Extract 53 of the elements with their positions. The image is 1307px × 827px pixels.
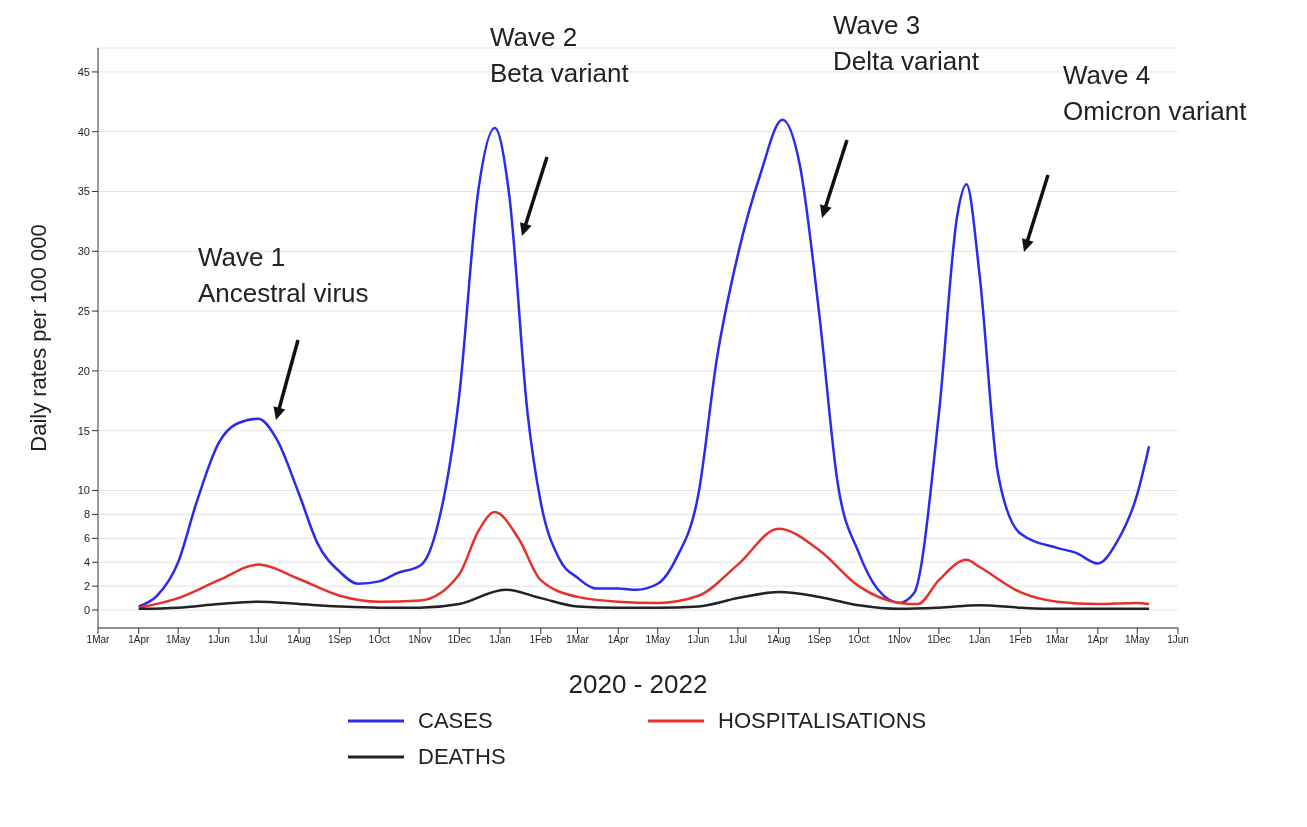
x-tick-label: 1Mar <box>1045 634 1070 646</box>
y-tick-label: 0 <box>83 603 90 616</box>
legend-label: HOSPITALISATIONS <box>718 708 927 734</box>
x-tick-label: 1Apr <box>128 634 150 646</box>
annotation: Wave 2 Beta variant <box>490 22 630 88</box>
annotation: Wave 1 Ancestral virus <box>198 242 369 308</box>
x-tick-label: 1Jun <box>1167 634 1189 646</box>
x-tick-label: 1Apr <box>1087 634 1110 646</box>
x-tick-label: 1May <box>165 634 191 646</box>
x-tick-label: 1Dec <box>447 634 471 646</box>
x-tick-label: 1Jun <box>687 634 710 646</box>
x-tick-label: 1Jun <box>208 634 230 646</box>
y-tick-label: 45 <box>77 65 90 78</box>
x-tick-label: 1Jul <box>249 634 268 646</box>
x-tick-label: 1Sep <box>328 634 352 646</box>
y-tick-label: 35 <box>77 185 90 198</box>
y-tick-label: 8 <box>83 508 90 521</box>
x-tick-label: 1Nov <box>408 634 432 646</box>
x-tick-label: 1Jan <box>489 634 511 646</box>
y-tick-label: 6 <box>83 532 90 545</box>
legend-label: DEATHS <box>418 744 506 770</box>
x-tick-label: 1May <box>1125 634 1150 646</box>
annotation: Wave 4 Omicron variant <box>1063 60 1248 126</box>
legend-label: CASES <box>418 708 493 734</box>
line-series <box>137 118 1151 608</box>
y-tick-label: 40 <box>77 125 90 138</box>
x-tick-label: 1Nov <box>887 634 912 646</box>
y-tick-label: 2 <box>83 580 90 593</box>
x-tick-label: 1Feb <box>1008 634 1033 646</box>
x-tick-label: 1May <box>645 634 670 646</box>
line-series <box>137 510 1151 609</box>
x-tick-label: 1Feb <box>529 634 553 646</box>
x-tick-label: 1Dec <box>927 634 951 646</box>
y-tick-label: 20 <box>77 364 90 377</box>
x-tick-label: 1Aug <box>287 634 311 646</box>
x-tick-label: 1Mar <box>86 634 111 646</box>
x-tick-label: 1Mar <box>566 634 590 646</box>
y-tick-label: 30 <box>77 245 90 258</box>
annotation: Wave 3 Delta variant <box>833 10 980 76</box>
y-tick-label: 4 <box>83 556 90 569</box>
y-axis-title: Daily rates per 100 000 <box>25 224 51 452</box>
x-tick-label: 1Oct <box>368 634 390 646</box>
y-tick-label: 25 <box>77 305 90 317</box>
line-series <box>137 588 1151 611</box>
x-tick-label: 1Jul <box>728 634 748 646</box>
x-tick-label: 1Jan <box>968 634 991 646</box>
y-tick-label: 10 <box>77 484 90 497</box>
x-tick-label: 1Apr <box>607 634 630 646</box>
x-axis-title: 2020 - 2022 <box>568 669 708 699</box>
x-tick-label: 1Oct <box>848 634 870 646</box>
y-tick-label: 15 <box>77 424 90 437</box>
x-tick-label: 1Aug <box>766 634 791 646</box>
x-tick-label: 1Sep <box>807 634 832 646</box>
